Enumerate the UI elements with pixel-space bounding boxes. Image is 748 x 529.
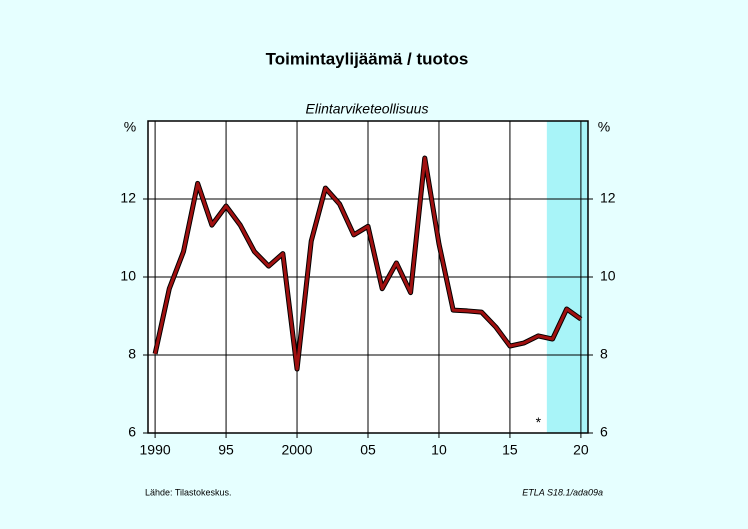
y-tick-label: 12 <box>120 190 136 206</box>
x-tick-label: 2000 <box>281 442 312 458</box>
x-tick-label: 15 <box>502 442 518 458</box>
y-tick-label: 10 <box>120 268 136 284</box>
x-tick-label: 95 <box>218 442 234 458</box>
source: Lähde: Tilastokeskus. <box>145 487 232 497</box>
y-unit-right: % <box>598 119 610 135</box>
x-tick-label: 05 <box>360 442 376 458</box>
x-tick-label: 1990 <box>140 442 171 458</box>
y-tick-label-right: 12 <box>600 190 616 206</box>
plot-frame <box>147 120 589 434</box>
y-unit-left: % <box>124 119 136 135</box>
y-tick-label-right: 8 <box>600 346 608 362</box>
code: ETLA S18.1/ada09a <box>522 487 603 497</box>
line <box>153 156 582 371</box>
annotation: * <box>536 414 542 430</box>
chart-title: Toimintaylijäämä / tuotos <box>266 49 469 68</box>
y-tick-label-right: 10 <box>600 268 616 284</box>
chart-subtitle: Elintarviketeollisuus <box>306 101 429 117</box>
x-tick-label: 10 <box>431 442 447 458</box>
x-tick-label: 20 <box>573 442 589 458</box>
y-tick-label: 6 <box>128 424 136 440</box>
y-tick-label-right: 6 <box>600 424 608 440</box>
y-tick-label: 8 <box>128 346 136 362</box>
